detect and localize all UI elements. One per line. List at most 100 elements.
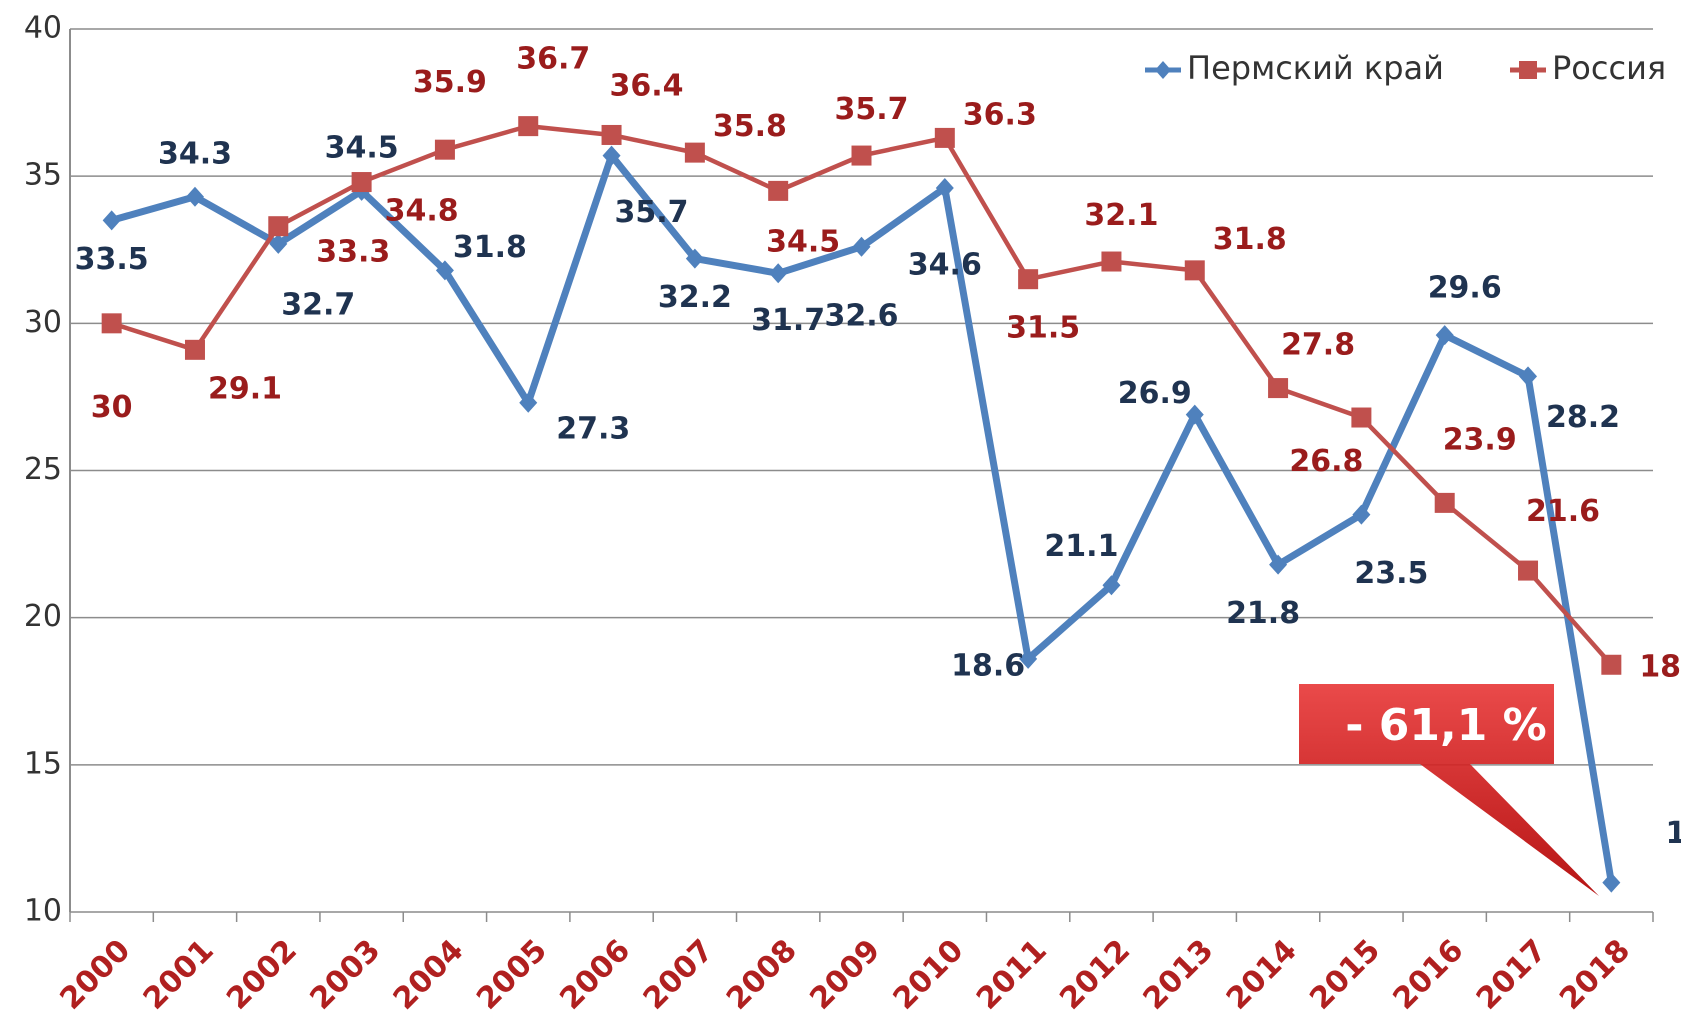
data-label: 26.9 xyxy=(1118,376,1192,411)
marker xyxy=(1351,407,1372,428)
marker xyxy=(1185,404,1204,425)
x-tick-label: 2018 xyxy=(1553,933,1637,1017)
x-tick-label: 2001 xyxy=(137,933,221,1017)
marker xyxy=(1184,260,1205,281)
data-label: 35.8 xyxy=(713,109,787,144)
data-label: 31.7 xyxy=(751,303,825,338)
data-label: 32.2 xyxy=(658,280,732,315)
data-label: 33.3 xyxy=(316,235,390,270)
marker xyxy=(102,210,121,231)
data-label: 30 xyxy=(91,390,133,425)
marker xyxy=(852,236,871,257)
data-label: 32.6 xyxy=(824,298,898,333)
marker xyxy=(1602,872,1621,893)
marker xyxy=(1019,648,1038,669)
legend-label: Россия xyxy=(1552,49,1666,87)
data-label: 28.2 xyxy=(1546,400,1620,435)
x-tick-label: 2008 xyxy=(720,933,804,1017)
data-label: 18.6 xyxy=(951,648,1025,683)
x-tick-label: 2005 xyxy=(470,933,554,1017)
legend-marker xyxy=(1519,61,1537,79)
data-label: 34.5 xyxy=(325,130,399,165)
marker xyxy=(768,180,789,201)
x-tick-label: 2010 xyxy=(887,933,971,1017)
marker xyxy=(601,124,622,145)
x-tick-label: 2011 xyxy=(970,933,1054,1017)
y-tick-label: 20 xyxy=(24,599,62,634)
y-tick-label: 10 xyxy=(24,894,62,929)
marker xyxy=(185,186,204,207)
data-label: 36.7 xyxy=(516,42,590,77)
x-tick-label: 2006 xyxy=(553,933,637,1017)
data-label: 35.7 xyxy=(834,92,908,127)
marker xyxy=(851,145,872,166)
x-tick-label: 2007 xyxy=(637,933,721,1017)
annotation: - 61,1 % xyxy=(1345,700,1547,751)
legend-marker xyxy=(1155,61,1171,79)
x-tick-label: 2002 xyxy=(220,933,304,1017)
data-label: 35.7 xyxy=(615,195,689,230)
marker xyxy=(101,313,122,334)
data-label: 34.5 xyxy=(766,224,840,259)
data-label: 31.8 xyxy=(453,230,527,265)
data-label: 32.1 xyxy=(1084,198,1158,233)
x-tick-label: 2013 xyxy=(1137,933,1221,1017)
x-tick-label: 2012 xyxy=(1053,933,1137,1017)
marker xyxy=(684,142,705,163)
data-label: 29.1 xyxy=(208,371,282,406)
data-label: 29.6 xyxy=(1428,271,1502,306)
x-tick-label: 2014 xyxy=(1220,933,1304,1017)
data-label: 34.6 xyxy=(908,247,982,282)
y-tick-label: 15 xyxy=(24,746,62,781)
marker xyxy=(1352,504,1371,525)
y-tick-label: 40 xyxy=(24,11,62,46)
data-label: 34.8 xyxy=(385,194,459,229)
data-label: 21.6 xyxy=(1526,494,1600,529)
data-label: 31.5 xyxy=(1006,311,1080,346)
data-label: 35.9 xyxy=(413,65,487,100)
data-label: 11 xyxy=(1665,816,1681,851)
data-label: 23.5 xyxy=(1354,556,1428,591)
marker xyxy=(1519,366,1538,387)
marker xyxy=(184,339,205,360)
data-label: 34.3 xyxy=(158,136,232,171)
marker xyxy=(1102,575,1121,596)
marker xyxy=(685,248,704,269)
x-tick-label: 2000 xyxy=(54,933,138,1017)
data-label: 21.8 xyxy=(1226,596,1300,631)
data-label: 27.8 xyxy=(1281,328,1355,363)
marker xyxy=(1518,560,1539,581)
marker xyxy=(1601,654,1622,675)
marker xyxy=(602,145,621,166)
data-label: 36.3 xyxy=(963,97,1037,132)
data-label: 21.1 xyxy=(1044,529,1118,564)
marker xyxy=(434,139,455,160)
marker xyxy=(519,392,538,413)
y-tick-label: 25 xyxy=(24,452,62,487)
data-label: 27.3 xyxy=(556,411,630,446)
marker xyxy=(1269,554,1288,575)
marker xyxy=(518,116,539,137)
x-tick-label: 2003 xyxy=(303,933,387,1017)
marker xyxy=(935,177,954,198)
y-tick-label: 30 xyxy=(24,305,62,340)
marker xyxy=(435,260,454,281)
x-tick-label: 2016 xyxy=(1387,933,1471,1017)
marker xyxy=(1434,492,1455,513)
data-label: 32.7 xyxy=(281,287,355,322)
data-label: 36.4 xyxy=(610,68,684,103)
marker xyxy=(934,127,955,148)
data-label: 26.8 xyxy=(1289,444,1363,479)
marker xyxy=(1101,251,1122,272)
marker xyxy=(1435,325,1454,346)
x-tick-label: 2009 xyxy=(803,933,887,1017)
x-tick-label: 2017 xyxy=(1470,933,1554,1017)
callout: - 61,1 % xyxy=(1299,684,1599,896)
data-label: 31.8 xyxy=(1213,222,1287,257)
marker xyxy=(1268,378,1289,399)
x-tick-label: 2004 xyxy=(387,933,471,1017)
data-label: 18.4 xyxy=(1639,649,1681,684)
marker xyxy=(351,172,372,193)
marker xyxy=(1018,269,1039,290)
